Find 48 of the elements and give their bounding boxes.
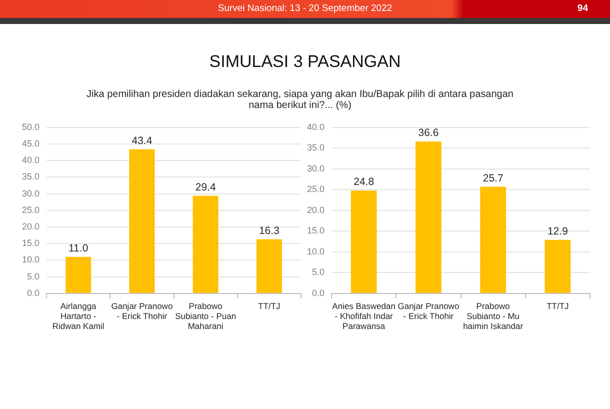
bar [129,149,155,293]
y-tick-label: 25.0 [306,184,325,194]
x-tick-label: Ganjar Pranowo - Erick Thohir [398,300,460,322]
data-label: 12.9 [547,226,568,238]
bar [350,190,377,293]
y-tick-label: 10.0 [306,246,325,256]
bar [416,142,442,293]
y-tick-label: 5.0 [312,267,325,278]
bar [256,239,282,293]
data-label: 11.0 [68,242,88,255]
chart-subtitle: Jika pemilihan presiden diadakan sekarang, siapa yang akan Ibu/Bapak pilih di antara pasangan nama berikut ini?... (%) [86,89,514,111]
y-tick-label: 50.0 [22,122,40,132]
x-tick-label: Airlangga Hartarto - Ridwan Kamil [52,300,104,332]
x-tick-label: TT/TJ [546,300,569,311]
y-tick-label: 35.0 [22,172,40,182]
y-tick-label: 0.0 [312,288,325,298]
data-label: 36.6 [418,127,439,140]
data-label: 43.4 [132,134,152,147]
data-label: 25.7 [482,172,504,184]
bar [544,240,571,293]
data-label: 24.8 [354,176,374,188]
x-tick-label: Ganjar Pranowo - Erick Thohir [111,300,173,322]
y-tick-label: 10.0 [22,254,40,265]
y-tick-label: 40.0 [306,122,325,132]
data-label: 29.4 [195,181,216,194]
x-tick-label: Anies Baswedan - Khofifah Indar Parawansa [332,300,396,332]
bar [480,186,506,293]
y-tick-label: 45.0 [22,138,40,148]
y-tick-label: 30.0 [22,188,40,198]
y-tick-label: 30.0 [306,163,325,174]
bar [192,196,218,293]
y-tick-label: 20.0 [306,204,325,215]
y-tick-label: 15.0 [22,238,40,248]
x-tick-label: Prabowo Subianto - Mu haimin Iskandar [463,300,524,332]
bar [66,256,92,293]
y-tick-label: 0.0 [27,288,40,298]
chart-title: SIMULASI 3 PASANGAN [209,52,401,71]
data-label: 16.3 [258,224,280,237]
x-tick-label: Prabowo Subianto - Puan Maharani [175,300,236,332]
text: Survei Nasional: 13 - 20 September 2022 [218,3,392,14]
y-tick-label: 15.0 [306,226,325,236]
text: 94 [577,3,588,14]
y-tick-label: 40.0 [22,155,40,166]
x-tick-label: TT/TJ [258,300,280,311]
y-tick-label: 35.0 [306,142,325,153]
y-tick-label: 25.0 [22,204,40,215]
y-tick-label: 20.0 [22,221,40,232]
y-tick-label: 5.0 [27,271,40,282]
